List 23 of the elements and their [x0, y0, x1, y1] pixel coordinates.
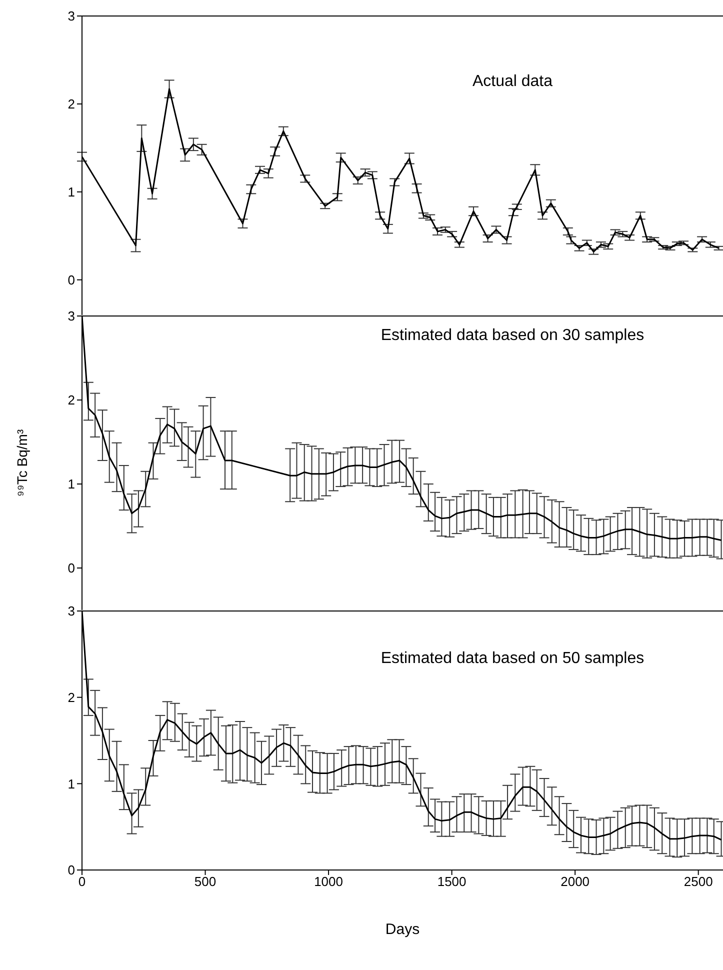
y-tick-label: 2	[68, 392, 75, 408]
y-tick-label: 0	[68, 560, 75, 576]
y-tick-label: 3	[68, 8, 75, 24]
x-tick-label: 1000	[314, 874, 343, 890]
x-tick-label: 2000	[560, 874, 590, 890]
y-tick-label: 2	[68, 690, 75, 705]
y-tick-label: 2	[68, 96, 75, 112]
x-tick-label: 0	[78, 874, 86, 890]
y-tick-label: 1	[68, 476, 75, 492]
x-tick-label: 1500	[437, 874, 466, 890]
x-tick-label: 500	[194, 874, 216, 890]
y-tick-label: 0	[68, 862, 75, 878]
text: Estimated data based on 50 samples	[380, 650, 646, 668]
text: Estimated data based on 30 samples	[380, 327, 646, 345]
y-tick-label: 3	[68, 308, 75, 324]
y-tick-label: 0	[68, 272, 75, 288]
x-axis-title: Days	[385, 921, 420, 938]
y-tick-label: 1	[68, 776, 75, 792]
y-tick-label: 3	[68, 604, 75, 619]
y-tick-label: 1	[68, 184, 75, 200]
x-tick-label: 2500	[684, 874, 713, 890]
text: Actual data	[471, 73, 554, 91]
y-axis-title: ⁹⁹Tc Bq/m³	[14, 429, 30, 497]
